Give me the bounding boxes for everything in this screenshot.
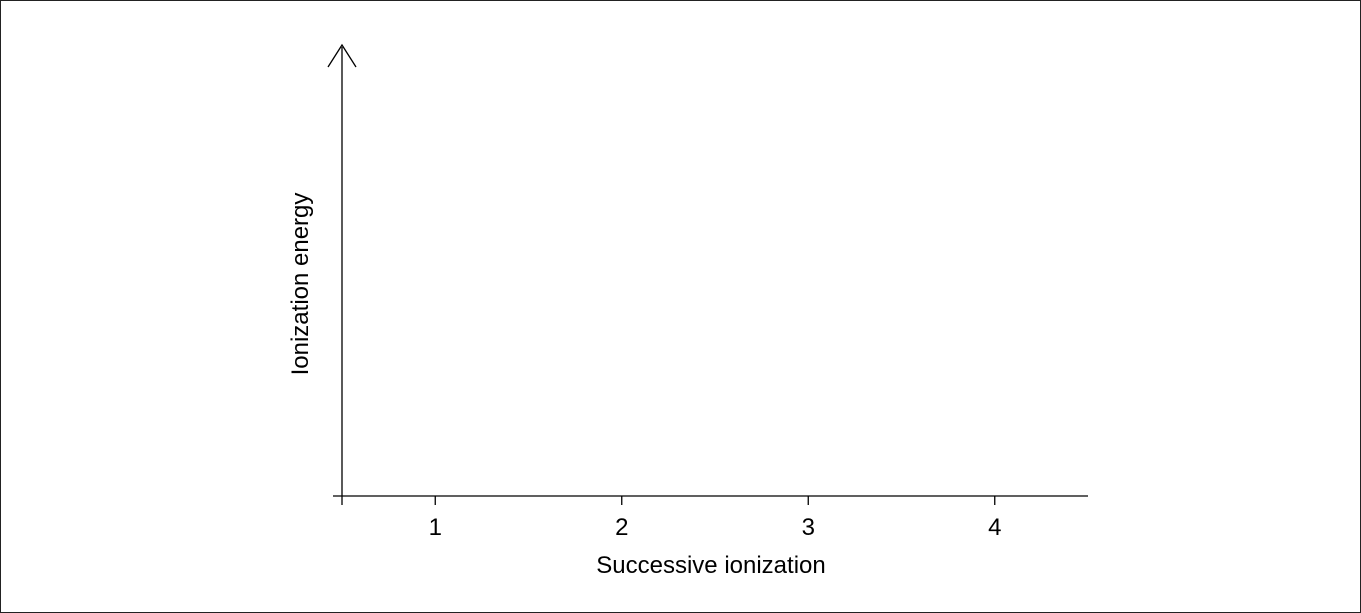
x-tick-label-3: 3 bbox=[802, 514, 815, 541]
axes bbox=[327, 43, 1088, 505]
x-ticks bbox=[434, 496, 996, 505]
x-tick-label-4: 4 bbox=[988, 514, 1001, 541]
x-tick-labels: 1 2 3 4 bbox=[429, 514, 1002, 541]
y-axis-arrow-icon bbox=[327, 43, 357, 68]
x-tick-label-2: 2 bbox=[615, 514, 628, 541]
y-axis-label: Ionization energy bbox=[287, 193, 314, 376]
x-tick-label-1: 1 bbox=[429, 514, 442, 541]
x-axis-label: Successive ionization bbox=[596, 552, 825, 579]
